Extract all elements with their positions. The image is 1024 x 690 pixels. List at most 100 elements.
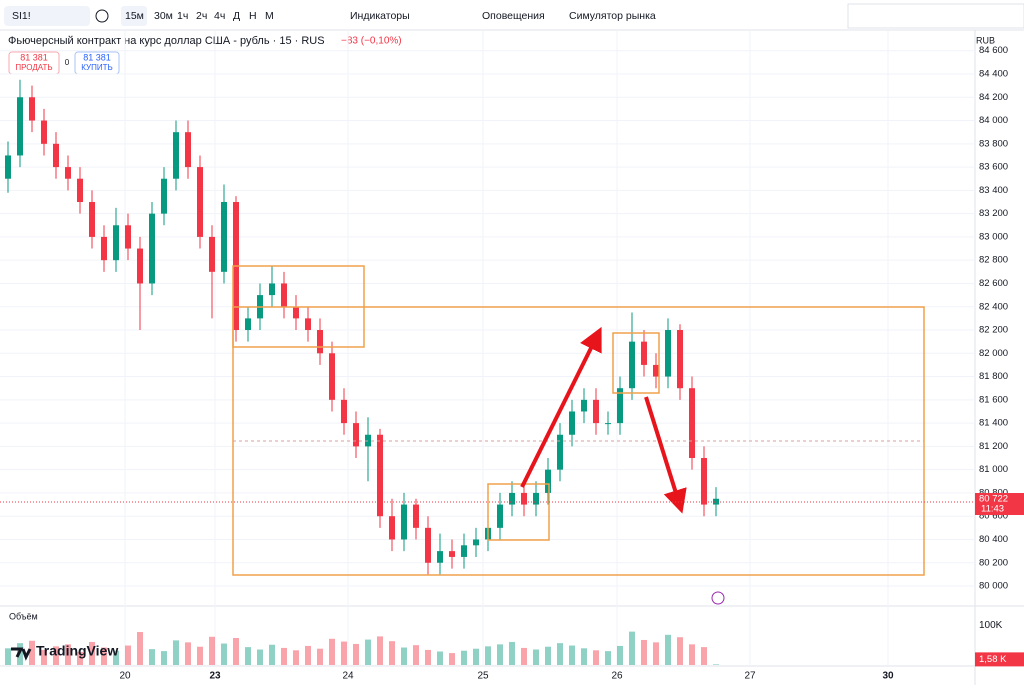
candle-body	[329, 353, 335, 400]
buy-price[interactable]: 81 381	[83, 52, 111, 62]
candle-body	[521, 492, 527, 505]
interval[interactable]: Д	[233, 10, 240, 22]
spread: 0	[65, 58, 70, 67]
volume-label: 1,58 K	[979, 654, 1007, 665]
volume-bar	[677, 637, 683, 665]
buy-label[interactable]: КУПИТЬ	[81, 63, 112, 72]
candle-body	[245, 318, 251, 331]
countdown: 11:43	[981, 504, 1004, 515]
candle-body	[209, 236, 215, 272]
candle-body	[65, 167, 71, 179]
interval[interactable]: 15м	[125, 10, 144, 22]
candle-body	[401, 504, 407, 540]
volume-bar	[29, 640, 35, 665]
add-symbol[interactable]	[95, 9, 109, 23]
candle-body	[113, 225, 119, 261]
volume-bar	[629, 631, 635, 665]
indicators[interactable]: Индикаторы	[350, 10, 410, 22]
candle-body	[281, 283, 287, 307]
volume-bar	[89, 641, 95, 665]
y-tick-label: 80 600	[979, 511, 1008, 522]
volume-bar	[653, 642, 659, 665]
y-tick-label: 80 200	[979, 557, 1008, 568]
candle-body	[5, 155, 11, 179]
candle-body	[689, 388, 695, 459]
x-tick-label: 30	[882, 671, 894, 682]
volume-bar	[593, 650, 599, 665]
y-tick-label: 81 400	[979, 418, 1008, 429]
arrow-down	[644, 396, 687, 514]
symbol[interactable]: SI1!	[12, 10, 31, 22]
volume-bar	[665, 634, 671, 665]
candle-body	[713, 498, 719, 505]
volume-bar	[569, 645, 575, 665]
sell-label[interactable]: ПРОДАТЬ	[15, 63, 52, 72]
currency: RUB	[976, 35, 995, 45]
volume-bar	[353, 643, 359, 665]
replay[interactable]: Симулятор рынка	[569, 10, 656, 22]
candle-body	[101, 236, 107, 261]
y-tick-label: 81 800	[979, 371, 1008, 382]
y-tick-label: 82 000	[979, 348, 1008, 359]
volume-bar	[521, 647, 527, 665]
candle-body	[185, 132, 191, 168]
volume-bar	[77, 651, 83, 665]
candle-body	[605, 423, 611, 425]
candle-body	[617, 388, 623, 424]
volume-bar	[101, 647, 107, 665]
volume-bar	[53, 646, 59, 665]
candle-body	[293, 306, 299, 319]
volume-bar	[461, 650, 467, 665]
candle-body	[641, 341, 647, 365]
volume-bar	[581, 648, 587, 665]
volume-bar	[185, 642, 191, 665]
interval[interactable]: 1ч	[177, 10, 188, 22]
volume-bar	[365, 639, 371, 665]
y-tick-label: 83 200	[979, 208, 1008, 219]
candle-body	[701, 458, 707, 505]
y-tick-label: 84 000	[979, 115, 1008, 126]
interval[interactable]: 30м	[154, 10, 173, 22]
event-icon[interactable]	[711, 591, 725, 605]
volume-bar	[437, 651, 443, 665]
volume-bar	[341, 641, 347, 665]
box	[612, 332, 660, 394]
candle-body	[173, 132, 179, 179]
interval[interactable]: 2ч	[196, 10, 207, 22]
volume-bar	[245, 647, 251, 665]
sell-price[interactable]: 81 381	[20, 52, 48, 62]
volume-bar	[137, 632, 143, 665]
volume-bar	[413, 645, 419, 665]
volume-bar	[605, 651, 611, 665]
candle-body	[377, 434, 383, 517]
volume-bar	[377, 636, 383, 665]
interval[interactable]: М	[265, 10, 274, 22]
interval[interactable]: Н	[249, 10, 257, 22]
alerts[interactable]: Оповещения	[482, 10, 545, 22]
candle-body	[677, 330, 683, 389]
symbol-box[interactable]	[4, 6, 90, 26]
x-tick-label: 24	[342, 671, 354, 682]
volume-bar	[125, 645, 131, 665]
volume-bar	[293, 650, 299, 665]
volume-bar	[209, 636, 215, 665]
volume-bar	[5, 648, 11, 665]
candle-body	[581, 399, 587, 412]
active-interval	[121, 6, 147, 26]
y-tick-label: 84 200	[979, 92, 1008, 103]
arrow-up	[520, 326, 602, 488]
volume-tag	[975, 652, 1024, 667]
y-tick-label: 81 200	[979, 441, 1008, 452]
candle-body	[437, 551, 443, 563]
volume-bar	[497, 644, 503, 665]
y-tick-label: 84 600	[979, 45, 1008, 56]
candle-body	[461, 545, 467, 557]
candle-body	[653, 364, 659, 377]
volume-bar	[113, 650, 119, 665]
y-tick-label: 82 400	[979, 301, 1008, 312]
drawings	[232, 265, 925, 576]
candle-body	[149, 213, 155, 284]
candle-body	[569, 411, 575, 435]
interval[interactable]: 4ч	[214, 10, 225, 22]
volume-bar	[41, 649, 47, 665]
